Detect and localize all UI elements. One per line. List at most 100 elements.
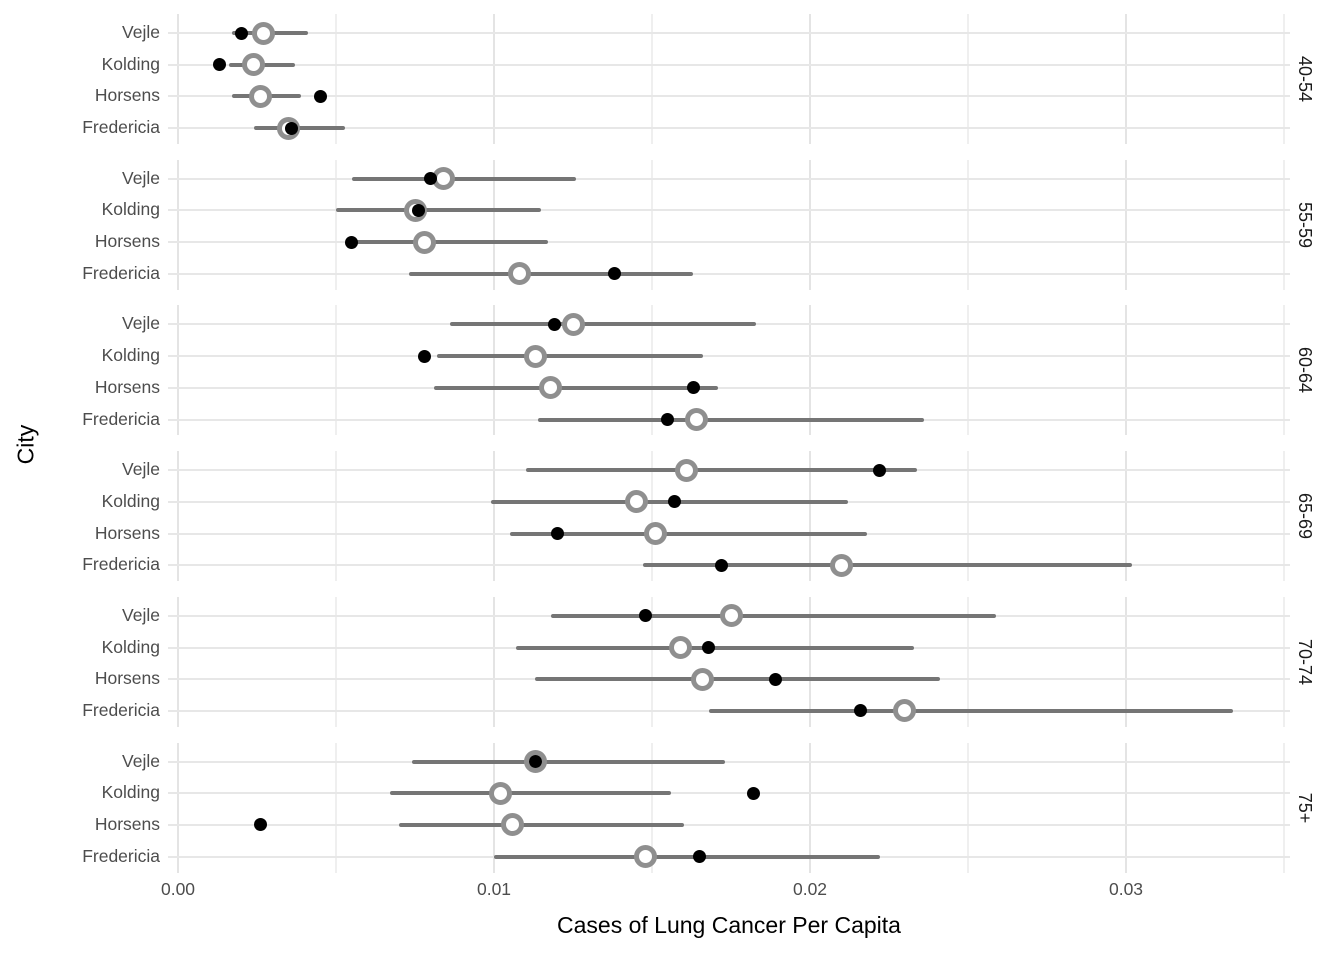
x-minor-gridline: [335, 742, 337, 873]
y-category-gridline: [168, 63, 1290, 66]
x-minor-gridline: [967, 305, 969, 436]
x-minor-gridline: [967, 742, 969, 873]
x-tick-label: 0.02: [792, 879, 828, 899]
observed-point: [411, 203, 425, 217]
x-minor-gridline: [967, 596, 969, 727]
x-major-gridline: [493, 14, 495, 144]
estimate-open-circle: [643, 522, 667, 545]
x-minor-gridline: [1283, 451, 1285, 582]
x-major-gridline: [177, 742, 179, 873]
observed-point: [234, 26, 248, 40]
x-major-gridline: [809, 14, 811, 144]
observed-point: [212, 58, 226, 72]
estimate-interval-line: [535, 677, 940, 682]
x-major-gridline: [177, 451, 179, 582]
estimate-open-circle: [539, 376, 563, 400]
y-category-gridline: [168, 823, 1290, 826]
observed-point: [768, 672, 782, 686]
estimate-interval-line: [336, 208, 542, 213]
x-major-gridline: [493, 159, 495, 290]
x-minor-gridline: [335, 305, 337, 436]
x-major-gridline: [809, 596, 811, 727]
estimate-open-circle: [893, 699, 917, 723]
y-tick-label-city: Kolding: [101, 782, 160, 803]
x-major-gridline: [177, 159, 179, 290]
y-tick-label-city: Vejle: [122, 22, 160, 42]
facet-strip-label: 65-69: [1295, 493, 1315, 540]
estimate-interval-line: [411, 759, 725, 764]
x-tick-label: 0.01: [476, 879, 512, 899]
x-major-gridline: [493, 451, 495, 582]
x-major-gridline: [809, 451, 811, 582]
y-tick-label-city: Fredericia: [82, 699, 160, 720]
estimate-open-circle: [488, 781, 512, 805]
estimate-open-circle: [507, 262, 531, 286]
y-category-gridline: [168, 386, 1290, 389]
y-category-gridline: [168, 241, 1290, 244]
observed-point: [528, 755, 542, 768]
observed-point: [547, 317, 561, 331]
x-minor-gridline: [967, 451, 969, 582]
estimate-open-circle: [830, 553, 854, 577]
x-tick-label: 0.00: [160, 879, 196, 899]
estimate-open-circle: [719, 604, 743, 628]
estimate-open-circle: [251, 21, 275, 45]
x-minor-gridline: [651, 305, 653, 436]
y-category-gridline: [168, 355, 1290, 358]
y-tick-label-city: Kolding: [101, 345, 160, 366]
estimate-open-circle: [412, 230, 436, 254]
y-tick-label-city: Vejle: [122, 604, 160, 625]
x-major-gridline: [809, 159, 811, 290]
x-minor-gridline: [335, 451, 337, 582]
x-major-gridline: [1125, 742, 1127, 873]
x-major-gridline: [1125, 596, 1127, 727]
x-minor-gridline: [1283, 742, 1285, 873]
x-major-gridline: [177, 596, 179, 727]
estimate-open-circle: [561, 312, 585, 336]
y-category-gridline: [168, 32, 1290, 34]
y-tick-label-city: Vejle: [122, 313, 160, 334]
x-minor-gridline: [1283, 596, 1285, 727]
y-tick-label-city: Kolding: [101, 199, 160, 220]
estimate-open-circle: [242, 53, 266, 77]
estimate-open-circle: [684, 408, 708, 431]
y-tick-label-city: Horsens: [94, 85, 160, 106]
estimate-interval-line: [351, 176, 577, 181]
y-tick-label-city: Horsens: [94, 522, 160, 543]
y-category-gridline: [168, 209, 1290, 212]
estimate-interval-line: [642, 563, 1133, 568]
estimate-interval-line: [708, 708, 1234, 713]
estimate-interval-line: [509, 531, 867, 536]
y-category-gridline: [168, 760, 1290, 763]
observed-point: [607, 267, 621, 281]
x-minor-gridline: [651, 596, 653, 727]
estimate-interval-line: [550, 613, 997, 618]
x-major-gridline: [1125, 305, 1127, 436]
estimate-interval-line: [408, 271, 694, 276]
y-category-gridline: [168, 95, 1290, 98]
x-major-gridline: [493, 596, 495, 727]
estimate-open-circle: [634, 845, 658, 869]
y-tick-label-city: Kolding: [101, 636, 160, 657]
facet-strip-label: 70-74: [1295, 638, 1315, 685]
x-major-gridline: [1125, 451, 1127, 582]
x-minor-gridline: [967, 14, 969, 144]
y-category-gridline: [168, 177, 1290, 180]
x-major-gridline: [177, 14, 179, 144]
y-category-gridline: [168, 272, 1290, 275]
observed-point: [702, 641, 716, 654]
estimate-interval-line: [348, 240, 548, 245]
observed-point: [417, 349, 431, 363]
x-axis-title: Cases of Lung Cancer Per Capita: [557, 912, 901, 938]
y-tick-label-city: Fredericia: [82, 554, 160, 575]
x-minor-gridline: [1283, 305, 1285, 436]
y-tick-label-city: Horsens: [94, 231, 160, 252]
observed-point: [715, 558, 729, 572]
y-tick-label-city: Kolding: [101, 53, 160, 74]
estimate-open-circle: [675, 458, 699, 482]
y-tick-label-city: Fredericia: [82, 845, 160, 866]
y-tick-label-city: Fredericia: [82, 408, 160, 429]
observed-point: [686, 381, 700, 395]
y-tick-label-city: Horsens: [94, 813, 160, 834]
estimate-interval-line: [516, 645, 915, 650]
